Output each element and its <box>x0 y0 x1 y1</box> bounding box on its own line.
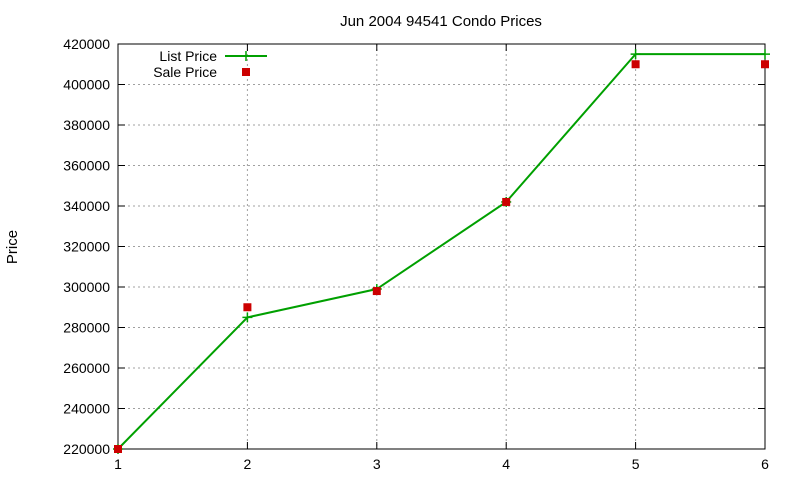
data-point <box>761 60 769 69</box>
legend-label: List Price <box>159 48 217 64</box>
data-point <box>114 445 122 453</box>
data-point <box>502 197 511 206</box>
y-tick-label: 240000 <box>63 401 110 417</box>
y-axis-label: Price <box>4 230 21 264</box>
legend-item: List Price <box>159 48 267 64</box>
y-tick-label: 260000 <box>63 360 110 376</box>
x-tick-label: 6 <box>761 456 769 472</box>
x-tick-label: 4 <box>502 456 510 472</box>
y-tick-label: 280000 <box>63 320 110 336</box>
series-sale-price <box>114 60 769 453</box>
series-line <box>117 53 765 450</box>
x-tick-label: 3 <box>373 456 381 472</box>
y-tick-label: 220000 <box>63 441 110 457</box>
y-tick-label: 360000 <box>63 158 110 174</box>
data-point <box>243 303 252 312</box>
y-tick-label: 320000 <box>63 239 110 255</box>
data-point <box>760 49 770 60</box>
data-point <box>631 60 640 69</box>
y-tick-label: 400000 <box>63 77 110 93</box>
y-tick-label: 420000 <box>63 36 110 52</box>
x-tick-label: 5 <box>632 456 640 472</box>
y-tick-label: 340000 <box>63 198 110 214</box>
y-tick-label: 300000 <box>63 279 110 295</box>
legend-item: Sale Price <box>153 64 250 80</box>
y-tick-label: 380000 <box>63 117 110 133</box>
data-point <box>630 49 641 60</box>
legend-marker <box>242 68 250 76</box>
series-list-price <box>113 49 770 454</box>
series-layer <box>113 49 770 454</box>
data-point <box>372 287 381 296</box>
legend-marker <box>241 51 251 61</box>
legend-label: Sale Price <box>153 64 217 80</box>
chart-title: Jun 2004 94541 Condo Prices <box>340 13 542 30</box>
data-point <box>242 312 253 323</box>
x-tick-label: 1 <box>114 456 122 472</box>
axis-ticks: 2200002400002600002800003000003200003400… <box>63 36 769 472</box>
x-tick-label: 2 <box>244 456 252 472</box>
